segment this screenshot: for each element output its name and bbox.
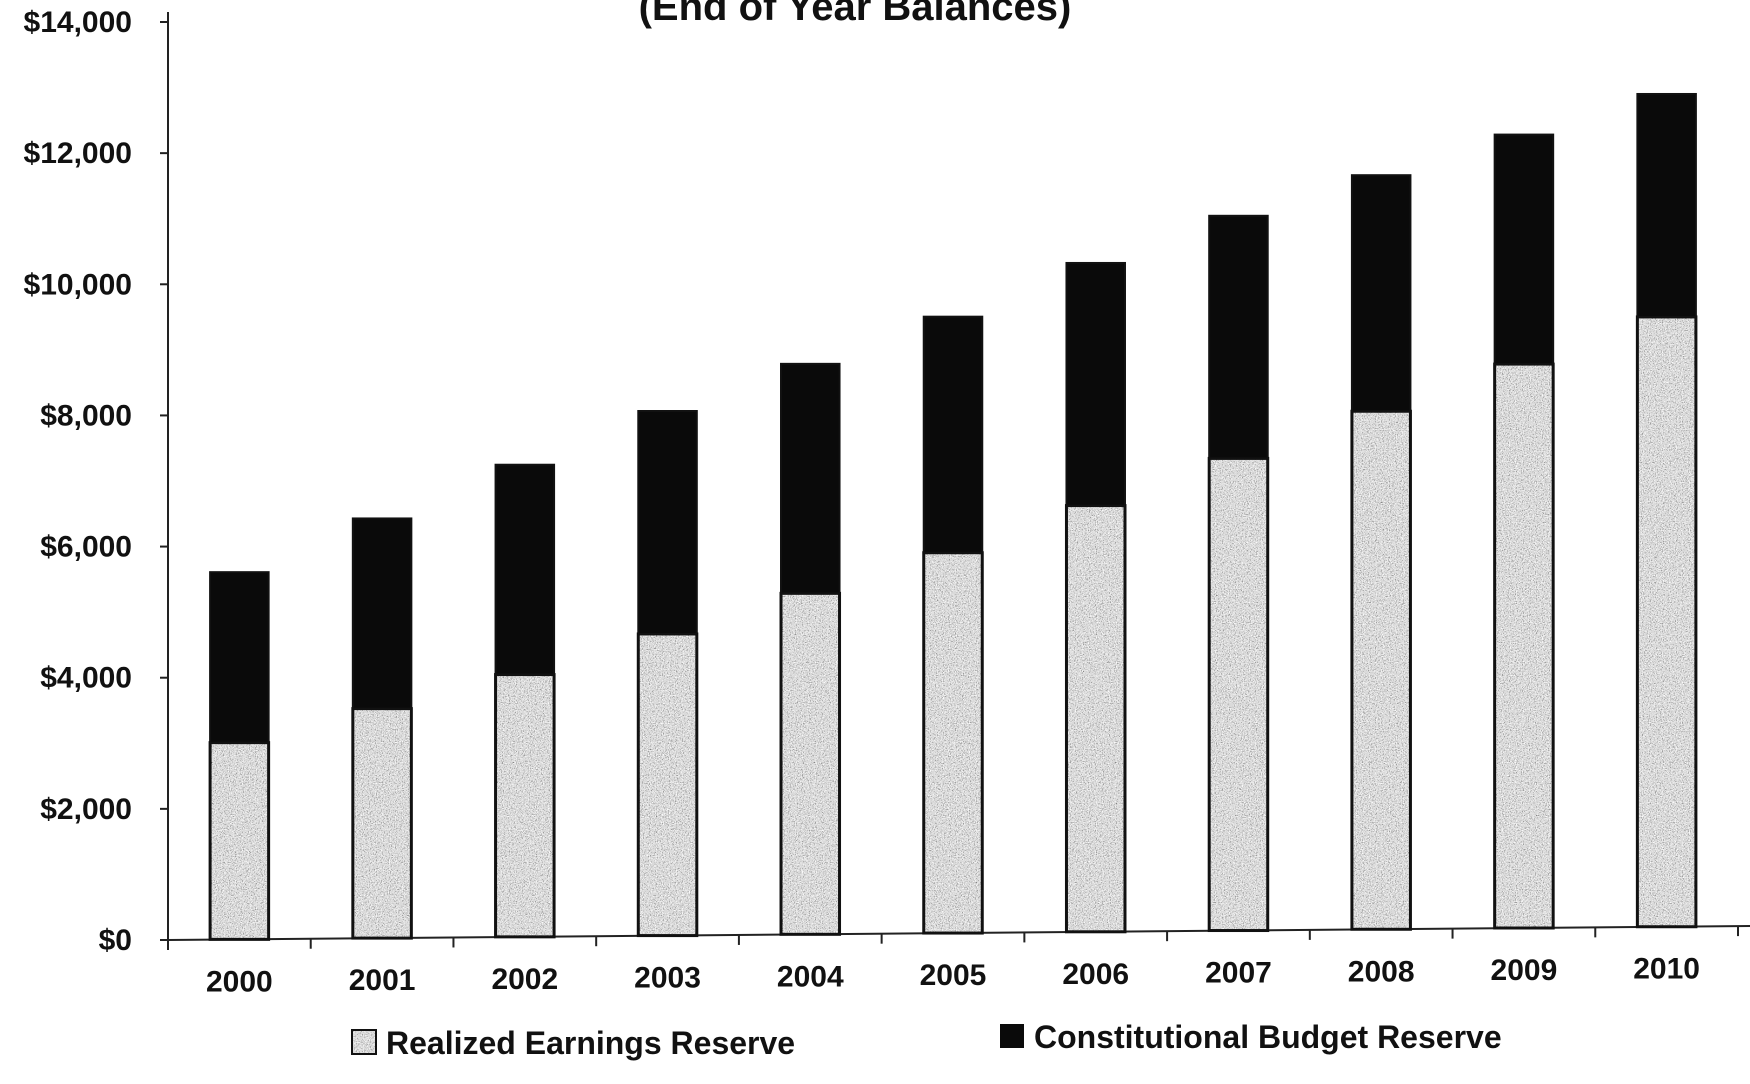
y-tick-label: $0 [99,924,132,957]
y-tick-label: $12,000 [24,137,132,170]
bar-constitutional-budget-reserve [1493,133,1555,366]
legend-item-constitutional-budget-reserve-swatch [1000,1024,1024,1048]
bar-realized-earnings-reserve [638,633,697,936]
bar-realized-earnings-reserve [781,593,840,935]
bar-realized-earnings-reserve [1209,458,1268,931]
x-tick-label: 2003 [634,962,701,995]
bar-constitutional-budget-reserve [494,463,556,676]
bar-constitutional-budget-reserve [922,315,984,554]
legend: Realized Earnings Reserve Constitutional … [351,1019,1502,1061]
bar-constitutional-budget-reserve [1636,92,1697,318]
x-tick-label: 2005 [920,959,987,992]
bar-realized-earnings-reserve [495,674,555,937]
x-tick-label: 2001 [349,964,416,997]
legend-item-realized-earnings-reserve-label: Realized Earnings Reserve [386,1025,795,1061]
bar-constitutional-budget-reserve [1208,214,1269,460]
x-tick-label: 2007 [1205,957,1272,990]
bar-constitutional-budget-reserve [1065,261,1126,507]
x-tick-label: 2004 [777,960,844,993]
bars [208,92,1698,941]
x-tick-label: 2009 [1491,954,1558,987]
bar-constitutional-budget-reserve [351,517,413,710]
legend-item-constitutional-budget-reserve-label: Constitutional Budget Reserve [1034,1019,1502,1055]
bar-realized-earnings-reserve [210,742,269,940]
bar-constitutional-budget-reserve [209,571,270,744]
legend-item-realized-earnings-reserve-swatch-border [351,1029,377,1055]
x-tick-label: 2010 [1633,953,1700,986]
x-tick-label: 2002 [491,963,558,996]
bar-realized-earnings-reserve [352,708,412,939]
chart-title: (End of Year Balances) [639,0,1072,29]
y-tick-label: $2,000 [40,793,132,826]
bar-realized-earnings-reserve [1066,505,1125,932]
y-tick-label: $14,000 [24,6,132,39]
bar-realized-earnings-reserve [1637,316,1696,927]
legend-item-realized-earnings-reserve-swatch [352,1030,376,1054]
bar-constitutional-budget-reserve [1350,174,1412,413]
bar-constitutional-budget-reserve [637,410,698,635]
y-tick-label: $4,000 [40,662,132,695]
y-tick-label: $10,000 [24,268,132,301]
x-axis: 2000 2001 2002 2003 2004 2005 2006 2007 2008 2009… [167,925,1750,998]
bar-realized-earnings-reserve [1351,411,1411,930]
bar-constitutional-budget-reserve [780,362,841,595]
bar-realized-earnings-reserve [1494,364,1554,929]
y-tick-label: $8,000 [40,399,132,432]
y-tick-label: $6,000 [40,531,132,564]
bar-realized-earnings-reserve [923,552,983,934]
x-tick-label: 2008 [1348,955,1415,988]
y-axis: $0 $2,000 $4,000 $6,000 $8,000 $10,000 $12,000… [24,6,169,957]
x-tick-label: 2000 [206,965,273,998]
x-tick-label: 2006 [1062,958,1129,991]
